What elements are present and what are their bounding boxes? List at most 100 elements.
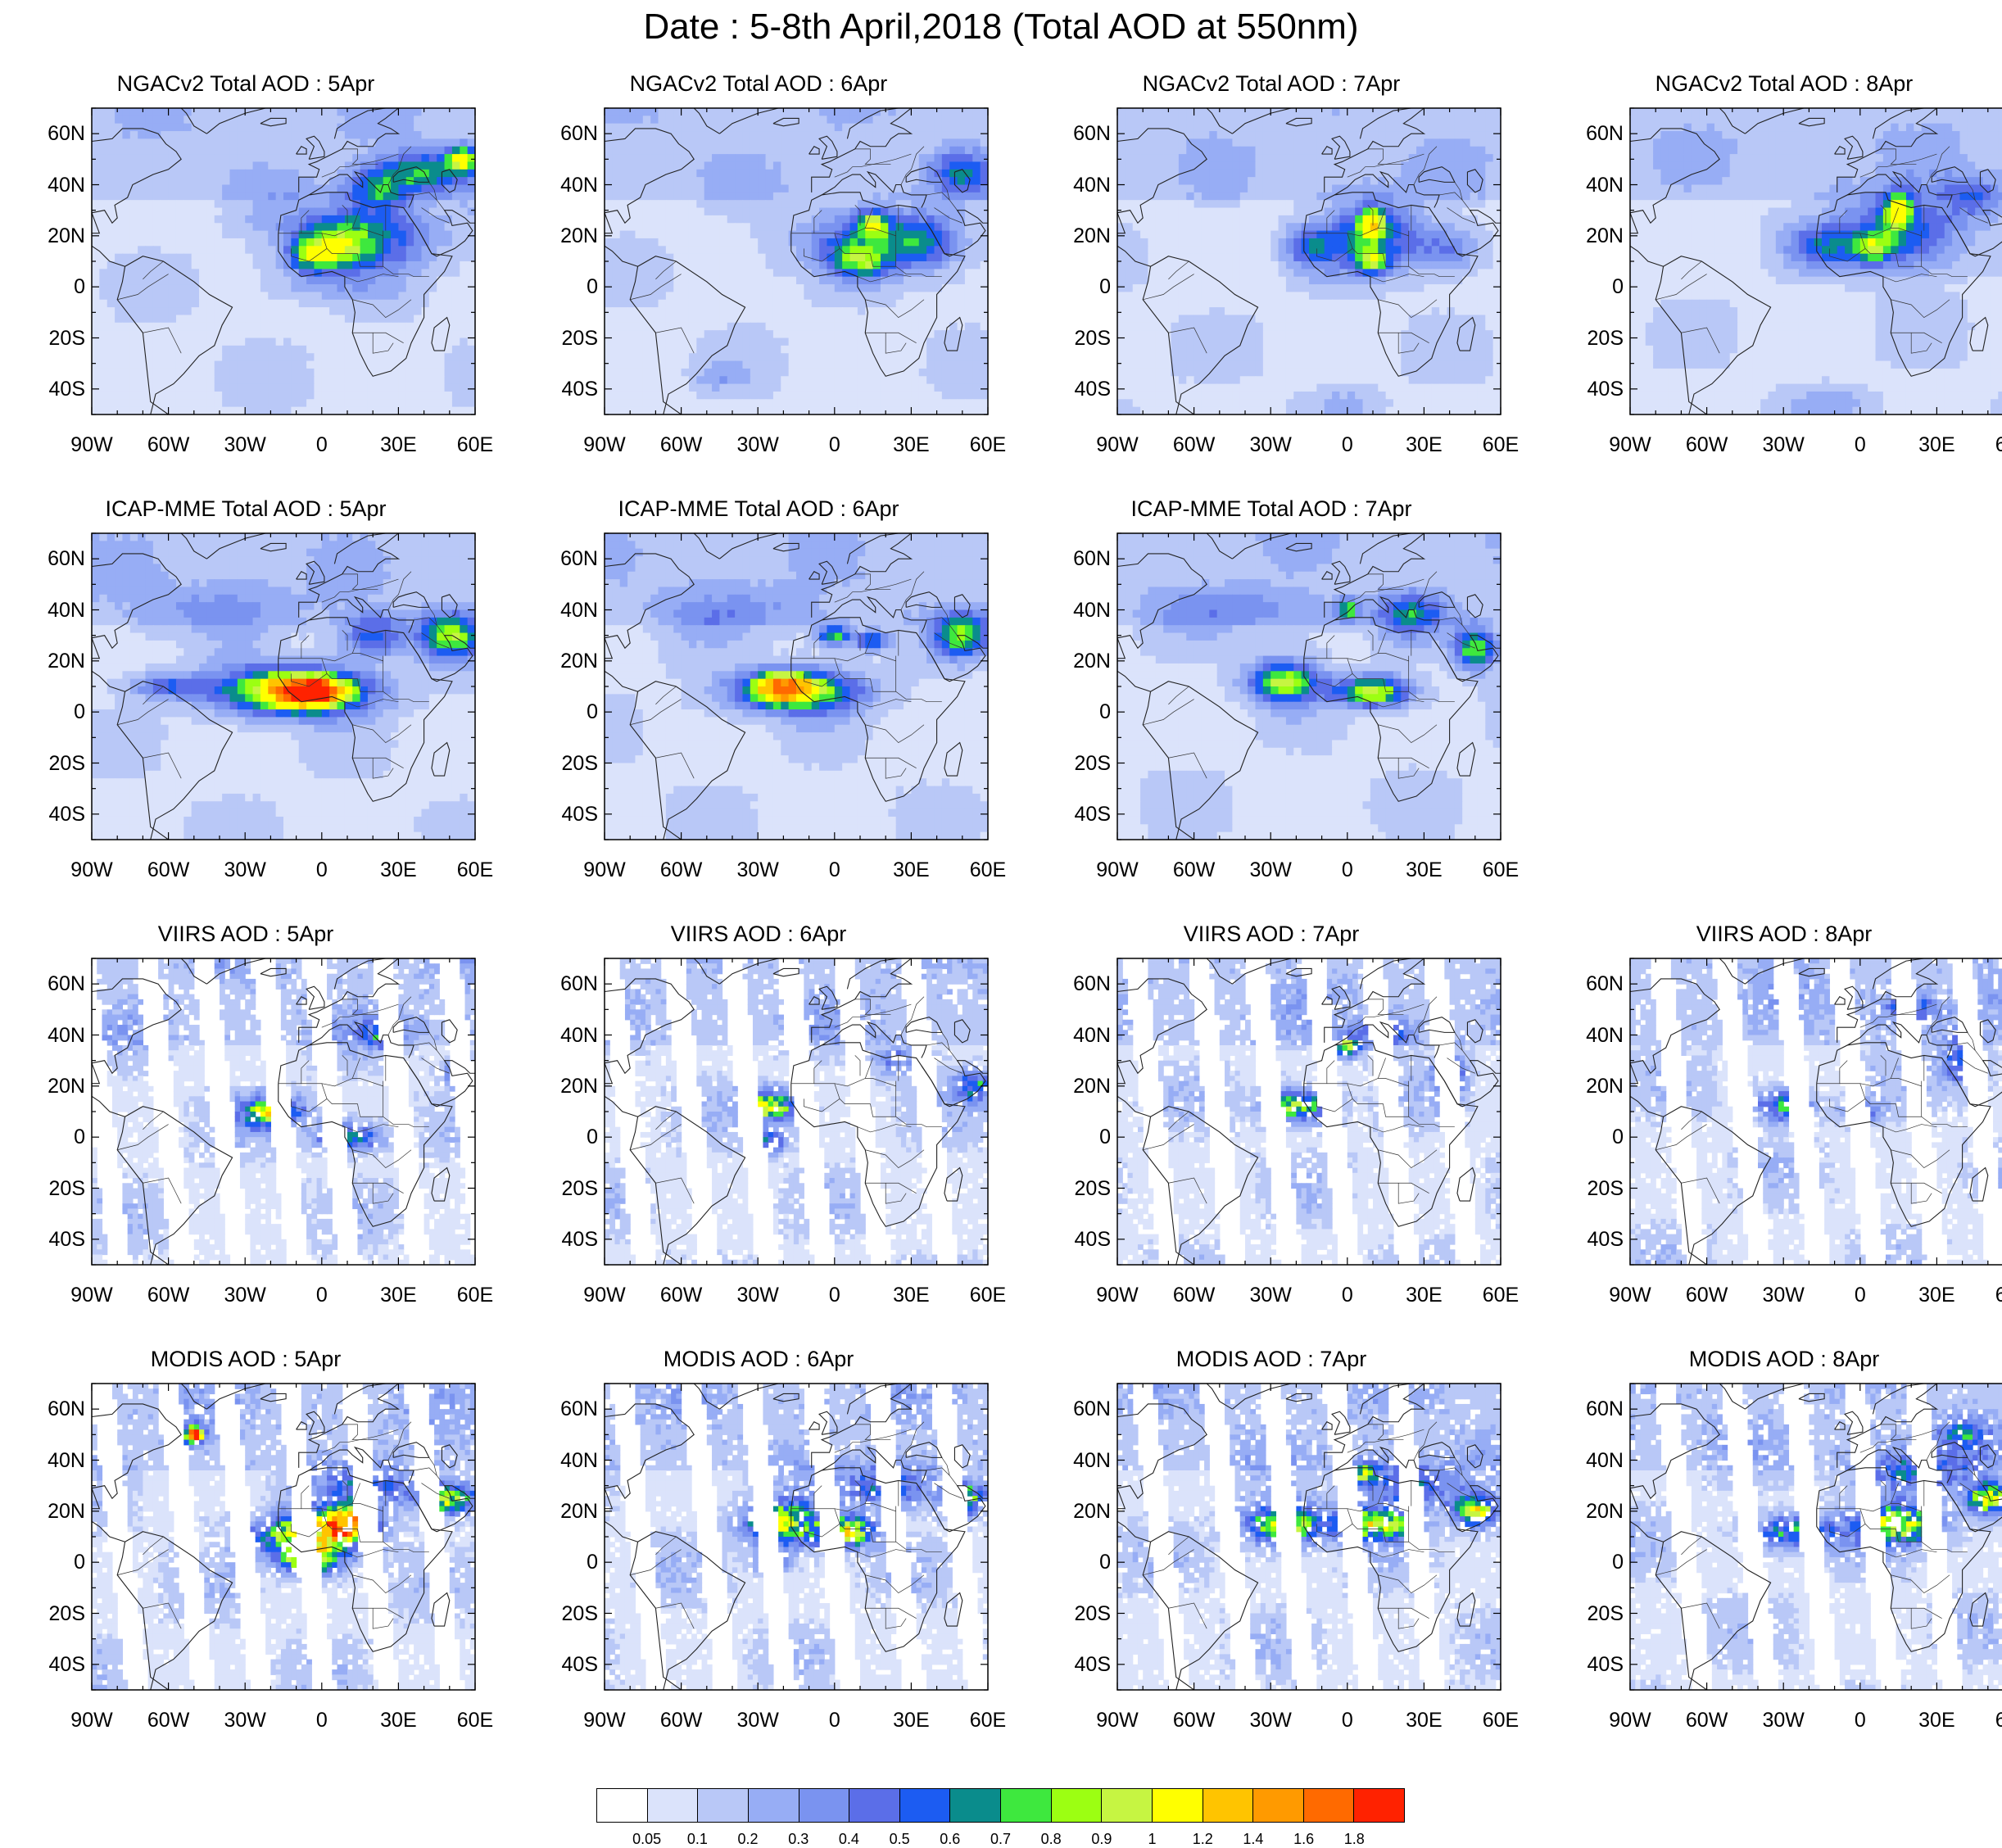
- lat-tick-label: 20S: [541, 751, 598, 776]
- lon-tick-label: 30W: [208, 858, 282, 882]
- lat-tick-label: 40N: [541, 173, 598, 197]
- lat-tick-label: 60N: [28, 121, 85, 146]
- lon-tick-label: 90W: [55, 433, 129, 457]
- lat-tick-label: 60N: [541, 546, 598, 571]
- map-plot: [605, 958, 988, 1265]
- panel-title: MODIS AOD : 5Apr: [0, 1346, 491, 1372]
- lon-tick-label: 60E: [1464, 433, 1538, 457]
- lon-tick-label: 30E: [874, 1283, 948, 1307]
- lat-tick-label: 0: [1566, 1550, 1624, 1574]
- lat-tick-label: 60N: [28, 546, 85, 571]
- lon-tick-label: 60E: [1977, 433, 2002, 457]
- lat-tick-label: 20S: [28, 1176, 85, 1201]
- lon-tick-label: 30E: [361, 1283, 435, 1307]
- aod-map: [605, 533, 988, 840]
- lat-tick-label: 0: [28, 1125, 85, 1149]
- colorbar-label: 0.4: [824, 1831, 873, 1848]
- figure-title: Date : 5-8th April,2018 (Total AOD at 55…: [0, 7, 2002, 48]
- aod-map: [1630, 1384, 2002, 1690]
- lat-tick-label: 20N: [541, 1074, 598, 1098]
- lon-tick-label: 0: [798, 1708, 872, 1732]
- panel-title: VIIRS AOD : 7Apr: [1026, 921, 1517, 947]
- lon-tick-label: 0: [798, 858, 872, 882]
- lon-tick-label: 90W: [568, 433, 641, 457]
- lon-tick-label: 30E: [1900, 1283, 1973, 1307]
- lon-tick-label: 60E: [1977, 1708, 2002, 1732]
- lon-tick-label: 0: [285, 1283, 359, 1307]
- colorbar-swatch: [799, 1789, 850, 1822]
- lat-tick-label: 40S: [1053, 802, 1111, 827]
- lat-tick-label: 0: [1566, 274, 1624, 299]
- lat-tick-label: 0: [1053, 1125, 1111, 1149]
- lat-tick-label: 40N: [1053, 598, 1111, 623]
- colorbar-swatch: [1001, 1789, 1052, 1822]
- colorbar-swatch: [1304, 1789, 1355, 1822]
- lat-tick-label: 40N: [1053, 173, 1111, 197]
- lon-tick-label: 60W: [645, 433, 718, 457]
- lon-tick-label: 30E: [1900, 1708, 1973, 1732]
- lat-tick-label: 40N: [541, 1023, 598, 1048]
- lon-tick-label: 60W: [1157, 433, 1231, 457]
- lat-tick-label: 60N: [1566, 121, 1624, 146]
- lon-tick-label: 60W: [132, 1708, 206, 1732]
- lat-tick-label: 0: [1566, 1125, 1624, 1149]
- lon-tick-label: 90W: [1080, 858, 1154, 882]
- lon-tick-label: 30E: [874, 433, 948, 457]
- lon-tick-label: 60W: [1670, 1708, 1744, 1732]
- lat-tick-label: 0: [28, 274, 85, 299]
- lon-tick-label: 60W: [132, 1283, 206, 1307]
- lon-tick-label: 30W: [1234, 858, 1307, 882]
- lon-tick-label: 90W: [55, 1708, 129, 1732]
- lon-tick-label: 30E: [361, 1708, 435, 1732]
- lat-tick-label: 0: [541, 1125, 598, 1149]
- lon-tick-label: 30W: [208, 1283, 282, 1307]
- lon-tick-label: 30W: [1746, 1708, 1820, 1732]
- panel-title: NGACv2 Total AOD : 5Apr: [0, 70, 491, 97]
- colorbar-label: 1.8: [1329, 1831, 1379, 1848]
- colorbar-label: 0.3: [774, 1831, 823, 1848]
- map-plot: [1630, 108, 2002, 414]
- lat-tick-label: 20S: [1566, 1601, 1624, 1626]
- lon-tick-label: 30E: [361, 433, 435, 457]
- lon-tick-label: 0: [798, 433, 872, 457]
- lon-tick-label: 30W: [208, 433, 282, 457]
- lon-tick-label: 30E: [1387, 1283, 1461, 1307]
- aod-map: [605, 1384, 988, 1690]
- lon-tick-label: 30W: [1234, 433, 1307, 457]
- lon-tick-label: 60W: [1157, 858, 1231, 882]
- lon-tick-label: 60W: [645, 1283, 718, 1307]
- colorbar-swatch: [648, 1789, 699, 1822]
- map-plot: [1630, 1384, 2002, 1690]
- lon-tick-label: 0: [285, 433, 359, 457]
- lat-tick-label: 20N: [1053, 1074, 1111, 1098]
- lon-tick-label: 90W: [55, 858, 129, 882]
- lon-tick-label: 0: [1311, 433, 1384, 457]
- panel-title: ICAP-MME Total AOD : 7Apr: [1026, 496, 1517, 522]
- lon-tick-label: 30W: [208, 1708, 282, 1732]
- lon-tick-label: 90W: [1593, 433, 1667, 457]
- lat-tick-label: 40N: [28, 598, 85, 623]
- lon-tick-label: 60E: [1464, 1283, 1538, 1307]
- panel-title: NGACv2 Total AOD : 7Apr: [1026, 70, 1517, 97]
- lon-tick-label: 0: [285, 1708, 359, 1732]
- lat-tick-label: 20S: [28, 326, 85, 351]
- aod-map: [92, 958, 475, 1265]
- lon-tick-label: 0: [1311, 1708, 1384, 1732]
- lat-tick-label: 60N: [1566, 972, 1624, 996]
- colorbar-label: 0.1: [673, 1831, 722, 1848]
- lat-tick-label: 20N: [28, 224, 85, 248]
- colorbar-label: 1.4: [1229, 1831, 1278, 1848]
- lon-tick-label: 60E: [951, 433, 1025, 457]
- lon-tick-label: 0: [1311, 1283, 1384, 1307]
- lon-tick-label: 60W: [1157, 1283, 1231, 1307]
- lon-tick-label: 30E: [1387, 858, 1461, 882]
- lon-tick-label: 30W: [1746, 433, 1820, 457]
- map-plot: [605, 533, 988, 840]
- lon-tick-label: 60E: [438, 433, 512, 457]
- lon-tick-label: 60W: [645, 1708, 718, 1732]
